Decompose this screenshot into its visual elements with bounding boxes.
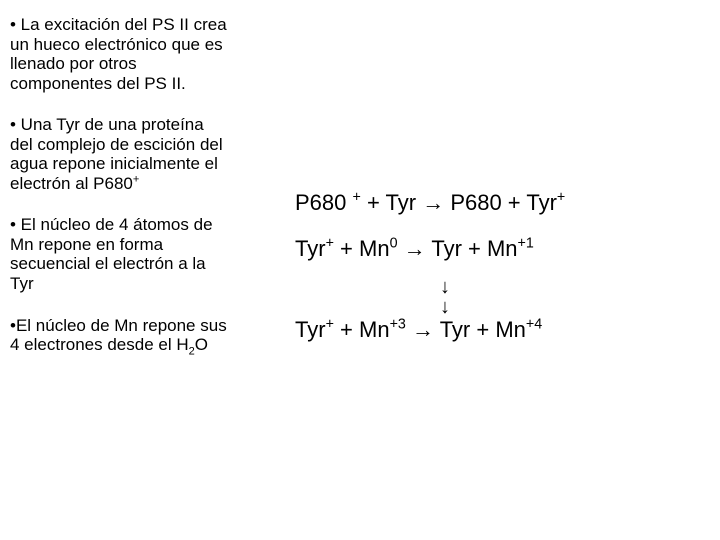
- left-column: • La excitación del PS II crea un hueco …: [10, 15, 230, 377]
- bullet-2: • Una Tyr de una proteína del complejo d…: [10, 115, 230, 193]
- eq3-s1: +: [326, 316, 334, 332]
- eq3-p2: + Mn: [334, 317, 390, 342]
- down-arrow-1: ↓: [295, 277, 595, 297]
- eq2-p3: Tyr + Mn: [431, 236, 517, 261]
- bullet-1: • La excitación del PS II crea un hueco …: [10, 15, 230, 93]
- eq2-arr: →: [398, 236, 432, 261]
- eq3-p1: Tyr: [295, 317, 326, 342]
- eq3-s3: +4: [526, 316, 542, 332]
- eq3-arr: →: [406, 317, 440, 342]
- equation-3: Tyr+ + Mn+3 → Tyr + Mn+4: [295, 317, 705, 343]
- eq2-s3: +1: [518, 236, 534, 252]
- eq2-p1: Tyr: [295, 236, 326, 261]
- eq3-s2: +3: [390, 316, 406, 332]
- eq2-p2: + Mn: [334, 236, 390, 261]
- eq2-s1: +: [326, 236, 334, 252]
- eq1-p1: P680: [295, 190, 353, 215]
- bullet-4-post: O: [195, 335, 208, 354]
- bullet-4: •El núcleo de Mn repone sus 4 electrones…: [10, 316, 230, 355]
- eq1-s2: +: [557, 190, 565, 206]
- equation-1: P680 + + Tyr → P680 + Tyr+: [295, 190, 705, 216]
- down-arrow-2: ↓: [295, 297, 595, 317]
- eq2-s2: 0: [390, 236, 398, 252]
- eq3-p3: Tyr + Mn: [440, 317, 526, 342]
- equation-2: Tyr+ + Mn0 → Tyr + Mn+1: [295, 236, 705, 262]
- eq1-arr: →: [422, 190, 444, 215]
- eq1-s1: +: [353, 190, 361, 206]
- eq1-p2: + Tyr: [361, 190, 422, 215]
- bullet-3: • El núcleo de 4 átomos de Mn repone en …: [10, 215, 230, 293]
- eq1-p3: P680 + Tyr: [444, 190, 557, 215]
- right-column: P680 + + Tyr → P680 + Tyr+ Tyr+ + Mn0 → …: [295, 190, 705, 357]
- bullet-2-text: • Una Tyr de una proteína del complejo d…: [10, 115, 223, 193]
- bullet-2-sup: +: [133, 173, 139, 185]
